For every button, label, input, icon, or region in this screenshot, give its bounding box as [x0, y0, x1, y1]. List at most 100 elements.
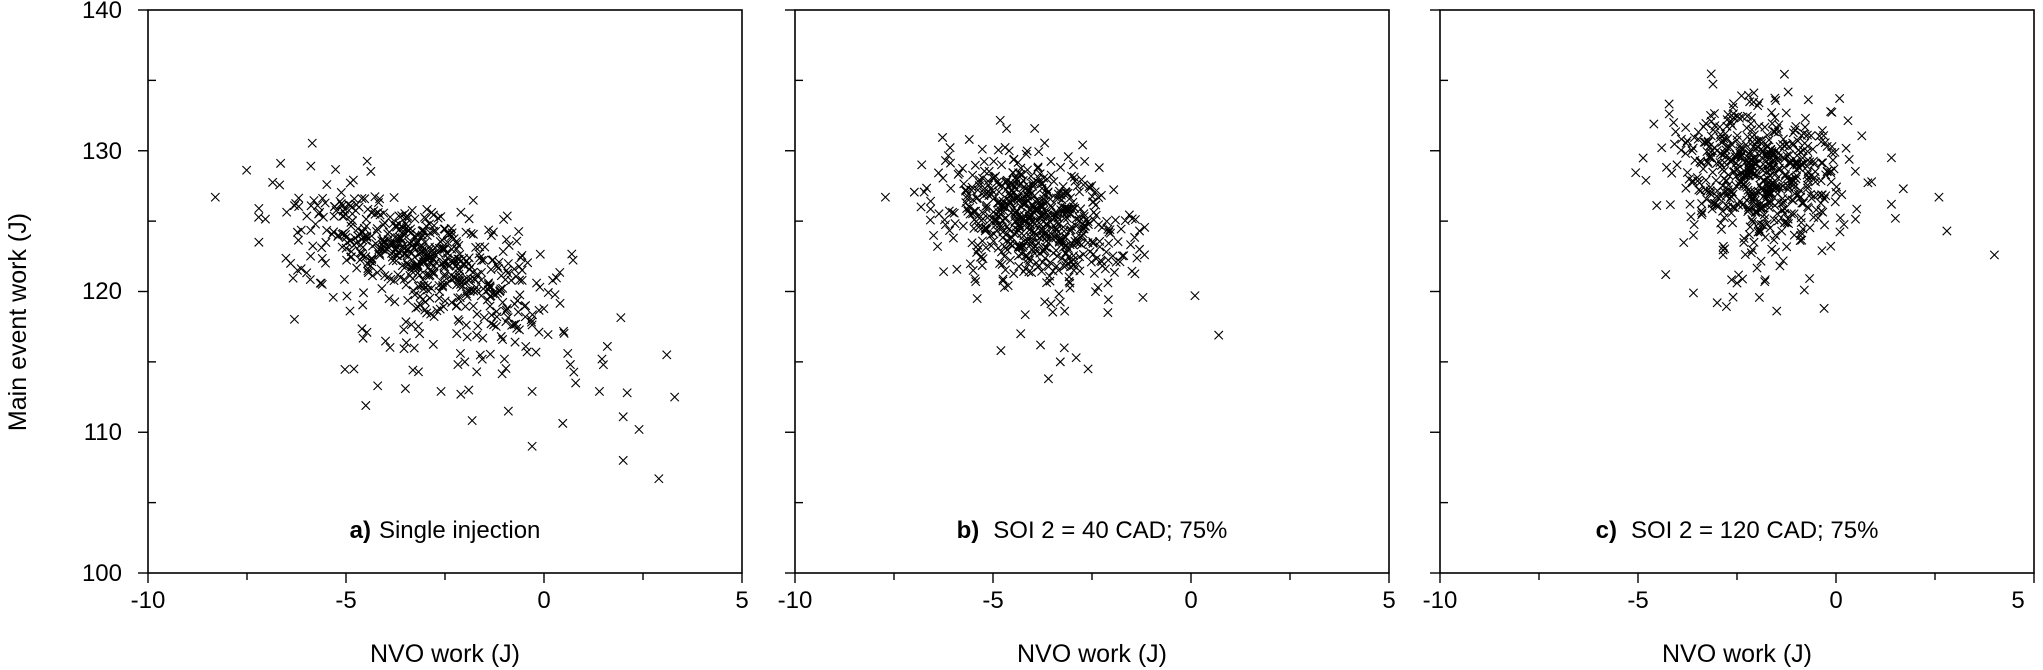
scatter-point [1728, 99, 1739, 109]
scatter-point [602, 341, 612, 351]
scatter-point [1745, 97, 1755, 107]
scatter-point [1766, 145, 1776, 155]
scatter-point [493, 263, 503, 273]
scatter-point [459, 260, 469, 270]
scatter-point [937, 132, 948, 143]
scatter-point [1792, 150, 1802, 161]
scatter-point [967, 238, 977, 248]
scatter-point [1716, 191, 1726, 202]
scatter-point [439, 263, 449, 273]
scatter-point [1119, 251, 1129, 261]
scatter-point [498, 297, 508, 307]
scatter-point [1890, 213, 1900, 223]
scatter-point [938, 173, 948, 183]
scatter-point [386, 274, 396, 284]
scatter-point [1708, 79, 1718, 89]
scatter-point [342, 255, 352, 265]
scatter-point [358, 300, 368, 310]
scatter-point [988, 236, 999, 246]
scatter-point [1822, 167, 1832, 177]
scatter-point [1722, 134, 1733, 144]
scatter-point [946, 183, 956, 193]
scatter-point [306, 201, 316, 211]
scatter-point [1139, 250, 1150, 260]
scatter-point [503, 313, 513, 323]
scatter-point [1740, 170, 1750, 181]
scatter-point [475, 253, 485, 263]
scatter-point [460, 301, 471, 312]
scatter-point [268, 177, 278, 187]
scatter-point [943, 151, 953, 161]
scatter-point [1816, 198, 1826, 208]
scatter-point [1753, 227, 1763, 237]
scatter-point [1661, 162, 1672, 172]
scatter-point [1783, 218, 1794, 229]
scatter-point [317, 243, 327, 253]
scatter-point [399, 325, 409, 335]
scatter-point [449, 257, 459, 267]
scatter-point [969, 215, 979, 225]
scatter-point [318, 212, 328, 222]
x-axis-title-a: NVO work (J) [370, 640, 520, 668]
scatter-point [1103, 278, 1113, 288]
scatter-point [996, 201, 1007, 211]
scatter-point [1705, 186, 1715, 196]
scatter-point [1023, 254, 1033, 264]
scatter-point [449, 273, 459, 283]
scatter-point [497, 334, 508, 345]
scatter-point [563, 348, 573, 359]
scatter-point [484, 225, 494, 235]
scatter-point [1086, 257, 1096, 267]
scatter-point [1011, 174, 1021, 185]
scatter-point [1826, 168, 1836, 178]
scatter-point [1717, 137, 1727, 148]
scatter-point [1898, 184, 1908, 194]
scatter-point [488, 255, 498, 265]
scatter-point [1771, 95, 1781, 106]
scatter-point [1068, 160, 1079, 170]
scatter-point [1746, 191, 1756, 201]
scatter-point [1056, 205, 1066, 215]
scatter-point [1120, 216, 1130, 226]
scatter-point [478, 333, 488, 343]
scatter-point [960, 186, 971, 196]
scatter-point [398, 226, 408, 237]
scatter-point [1720, 244, 1730, 254]
scatter-point [1830, 147, 1840, 157]
scatter-point [1102, 216, 1112, 226]
scatter-point [1805, 189, 1816, 200]
scatter-point [1736, 91, 1747, 101]
scatter-point [986, 184, 996, 194]
scatter-point [1818, 158, 1828, 168]
scatter-point [1797, 198, 1807, 208]
scatter-point [958, 221, 968, 231]
data-points-a [210, 138, 680, 484]
scatter-point [1686, 212, 1696, 222]
x-tick-label-b-2: 0 [1184, 587, 1197, 614]
scatter-point [1090, 187, 1100, 197]
panel-caption-c: c) SOI 2 = 120 CAD; 75% [1596, 517, 1879, 544]
scatter-point [403, 243, 413, 254]
scatter-point [346, 221, 356, 231]
scatter-point [1002, 124, 1012, 134]
x-axis-title-b: NVO work (J) [1017, 640, 1167, 668]
scatter-point [1765, 223, 1775, 233]
scatter-point [1762, 130, 1772, 140]
scatter-point [1688, 230, 1699, 240]
scatter-point [939, 215, 950, 225]
scatter-point [512, 236, 522, 246]
scatter-point [446, 223, 456, 234]
scatter-point [1775, 261, 1785, 271]
scatter-point [967, 182, 977, 192]
scatter-point [1696, 158, 1706, 168]
scatter-point [527, 386, 537, 397]
scatter-point [1124, 210, 1134, 220]
scatter-point [999, 282, 1010, 293]
scatter-point [1065, 278, 1075, 288]
scatter-point [320, 198, 330, 208]
scatter-point [1819, 130, 1829, 141]
scatter-point [452, 329, 462, 339]
scatter-point [1000, 265, 1011, 275]
scatter-point [1739, 233, 1749, 244]
scatter-point [1681, 148, 1691, 159]
